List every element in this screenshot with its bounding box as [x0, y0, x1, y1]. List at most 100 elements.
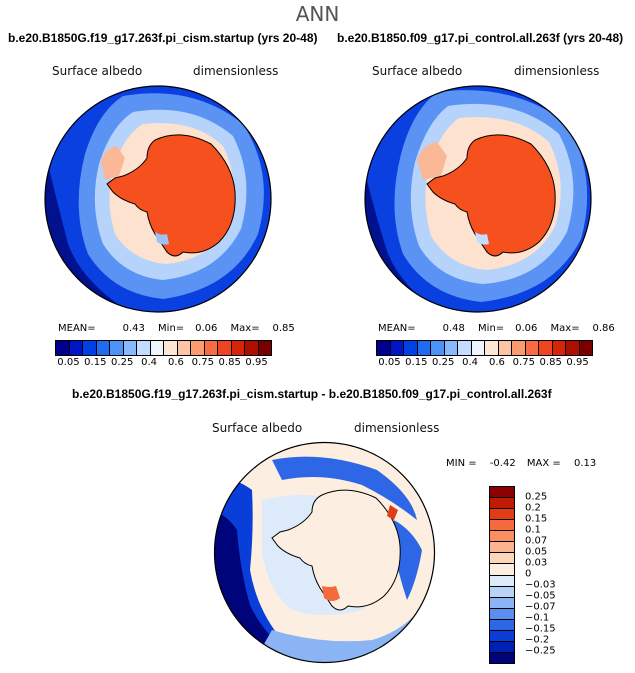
colorbar-tick-label: −0.25 [525, 645, 556, 657]
mean-label: MEAN= [378, 323, 416, 334]
colorbar-swatch [150, 341, 164, 355]
negative-band-north-strong [272, 456, 417, 520]
colorbar-tick-label: 0 [525, 568, 532, 580]
panel-1-colorbar [55, 340, 272, 356]
colorbar-swatch [444, 341, 458, 355]
mean-value: 0.48 [442, 323, 465, 334]
min-value: 0.06 [515, 323, 538, 334]
colorbar-tick-label: 0.07 [525, 535, 548, 547]
colorbar-swatch [490, 630, 514, 642]
panel-1-units: dimensionless [193, 64, 279, 78]
max-value: 0.13 [573, 458, 597, 469]
map-boundary [364, 85, 592, 313]
max-value: 0.85 [272, 323, 295, 334]
panel-1-variable: Surface albedo [52, 64, 143, 78]
colorbar-swatch [490, 498, 514, 510]
colorbar-tick-label: 0.85 [539, 357, 562, 368]
colorbar-tick-label: −0.15 [525, 623, 556, 635]
max-label: Max= [230, 323, 260, 334]
colorbar-tick-label: 0.05 [525, 546, 548, 558]
colorbar-swatch [258, 341, 271, 355]
min-label: Min= [158, 323, 185, 334]
colorbar-swatch [539, 341, 553, 355]
colorbar-swatch [458, 341, 472, 355]
panel-3-colorbar-labels: 0.25 0.2 0.15 0.1 0.07 0.05 0.03 0 −0.03 −0.05 −0.… [525, 486, 585, 662]
colorbar-swatch [490, 531, 514, 543]
colorbar-tick-label: −0.05 [525, 590, 556, 602]
colorbar-swatch [96, 341, 110, 355]
colorbar-tick-label: −0.03 [525, 579, 556, 591]
colorbar-swatch [164, 341, 178, 355]
colorbar-swatch [512, 341, 526, 355]
coastal-high-albedo [417, 142, 447, 180]
colorbar-swatch [579, 341, 592, 355]
panel-2-colorbar-labels: 0.05 0.15 0.25 0.4 0.6 0.75 0.85 0.95 [376, 357, 591, 369]
panel-3-map [213, 441, 436, 664]
panel-2-colorbar [376, 340, 593, 356]
colorbar-swatch [490, 608, 514, 620]
colorbar-swatch [218, 341, 232, 355]
colorbar-swatch [204, 341, 218, 355]
mean-value: 0.43 [122, 323, 145, 334]
colorbar-swatch [490, 509, 514, 521]
min-value: 0.06 [195, 323, 218, 334]
colorbar-swatch [490, 597, 514, 609]
colorbar-tick-label: 0.15 [84, 357, 107, 368]
figure-title: ANN [295, 2, 340, 26]
colorbar-swatch [231, 341, 245, 355]
colorbar-tick-label: −0.2 [525, 634, 550, 646]
colorbar-tick-label: −0.07 [525, 601, 556, 613]
panel-3-stats: MIN = -0.42 MAX = 0.13 [446, 458, 596, 469]
colorbar-swatch [525, 341, 539, 355]
panel-3-variable: Surface albedo [212, 421, 303, 435]
ice-shelf-low-albedo [475, 232, 489, 245]
colorbar-swatch [123, 341, 137, 355]
min-label: Min= [478, 323, 505, 334]
colorbar-tick-label: 0.25 [432, 357, 455, 368]
colorbar-tick-label: 0.05 [378, 357, 401, 368]
max-value: 0.86 [592, 323, 615, 334]
colorbar-swatch [69, 341, 83, 355]
colorbar-tick-label: 0.15 [405, 357, 428, 368]
panel-1-map [44, 85, 272, 313]
min-label: MIN = [446, 458, 477, 469]
panel-2-units: dimensionless [514, 64, 600, 78]
colorbar-swatch [417, 341, 431, 355]
min-value: -0.42 [489, 458, 516, 469]
panel-2-title: b.e20.B1850.f09_g17.pi_control.all.263f … [337, 31, 624, 45]
colorbar-swatch [490, 619, 514, 631]
colorbar-tick-label: 0.95 [245, 357, 268, 368]
colorbar-tick-label: 0.75 [512, 357, 535, 368]
colorbar-tick-label: 0.25 [525, 491, 548, 503]
ice-shelf-low-albedo [155, 232, 169, 245]
colorbar-swatch [56, 341, 70, 355]
colorbar-swatch [490, 575, 514, 587]
coastal-high-albedo [101, 146, 125, 180]
colorbar-tick-label: 0.1 [525, 524, 541, 536]
colorbar-tick-label: 0.2 [525, 502, 541, 514]
colorbar-tick-label: 0.6 [167, 357, 184, 368]
colorbar-swatch [177, 341, 191, 355]
colorbar-swatch [490, 641, 514, 653]
colorbar-swatch [490, 542, 514, 554]
max-label: Max= [550, 323, 580, 334]
colorbar-swatch [498, 341, 512, 355]
colorbar-swatch [566, 341, 580, 355]
colorbar-swatch [490, 564, 514, 576]
panel-3-units: dimensionless [354, 421, 440, 435]
panel-1-stats: MEAN= 0.43 Min= 0.06 Max= 0.85 [58, 323, 295, 334]
panel-3-colorbar [489, 486, 515, 664]
colorbar-tick-label: 0.4 [462, 357, 479, 368]
colorbar-swatch [404, 341, 418, 355]
max-label: MAX = [526, 458, 561, 469]
colorbar-swatch [377, 341, 391, 355]
colorbar-swatch [552, 341, 566, 355]
colorbar-swatch [471, 341, 485, 355]
colorbar-tick-label: 0.85 [218, 357, 241, 368]
panel-1-title: b.e20.B1850G.f19_g17.263f.pi_cism.startu… [8, 31, 318, 45]
panel-3-title: b.e20.B1850G.f19_g17.263f.pi_cism.startu… [72, 387, 552, 401]
map-boundary [44, 85, 272, 313]
antarctica-landmass [271, 489, 401, 611]
colorbar-tick-label: 0.15 [525, 513, 548, 525]
colorbar-swatch [137, 341, 151, 355]
